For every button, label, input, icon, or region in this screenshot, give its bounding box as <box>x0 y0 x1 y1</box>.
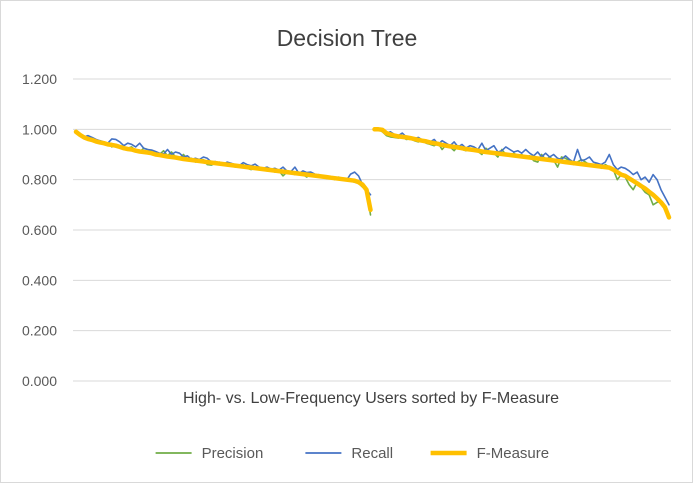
legend-label-f-measure: F-Measure <box>477 445 550 462</box>
gridlines <box>73 78 671 382</box>
legend: Precision Recall F-Measure <box>155 445 550 462</box>
f-measure-line-group-1 <box>73 129 373 213</box>
y-tick-label: 1.000 <box>22 121 57 137</box>
precision-line-group-1 <box>75 131 372 216</box>
y-axis-ticks: 0.000 0.200 0.400 0.600 0.800 1.000 1.200 <box>22 71 57 389</box>
series-lines <box>73 127 672 220</box>
f-measure-line-group-2 <box>372 127 672 220</box>
y-tick-label: 0.400 <box>22 272 57 288</box>
legend-label-precision: Precision <box>202 445 264 462</box>
y-tick-label: 0.200 <box>22 323 57 339</box>
legend-label-recall: Recall <box>351 445 393 462</box>
y-tick-label: 0.600 <box>22 222 57 238</box>
x-axis-label: High- vs. Low-Frequency Users sorted by … <box>183 390 559 407</box>
y-tick-label: 0.800 <box>22 172 57 188</box>
chart-title: Decision Tree <box>277 25 418 51</box>
y-tick-label: 1.200 <box>22 71 57 87</box>
y-tick-label: 0.000 <box>22 373 57 389</box>
